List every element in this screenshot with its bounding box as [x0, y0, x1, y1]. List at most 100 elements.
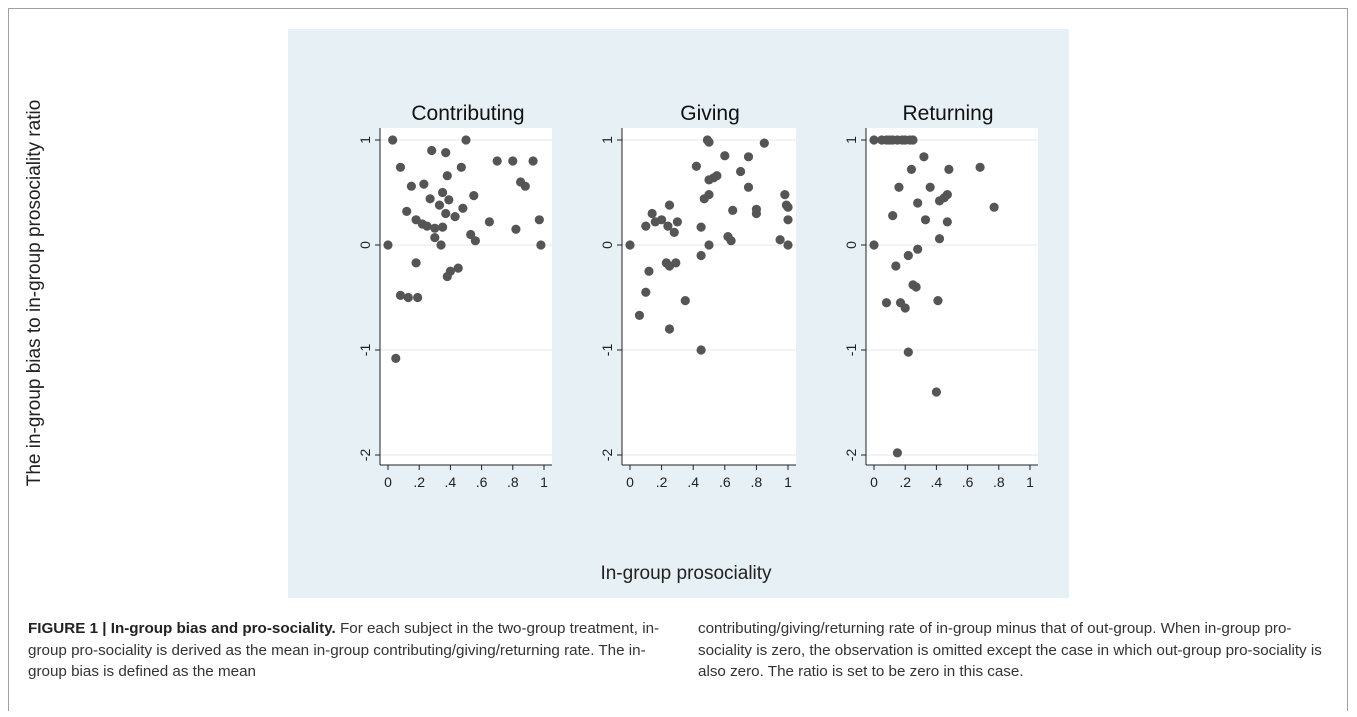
data-point [913, 244, 923, 254]
x-tick-label: 1 [784, 474, 792, 490]
data-point [743, 152, 754, 162]
y-tick-label: 0 [843, 241, 859, 249]
data-point [759, 138, 769, 148]
data-point [508, 156, 518, 166]
data-point [869, 240, 879, 250]
y-tick-label: -2 [599, 449, 615, 462]
data-point [419, 179, 429, 189]
data-point [919, 152, 929, 162]
data-point [441, 148, 451, 158]
data-point [444, 195, 454, 205]
x-tick-label: .4 [687, 474, 699, 490]
data-point [881, 298, 892, 308]
y-tick-label: -1 [357, 344, 373, 357]
data-point [944, 164, 954, 174]
data-point [903, 250, 913, 261]
data-point [470, 236, 480, 246]
data-point [869, 135, 879, 145]
data-point [641, 221, 651, 231]
data-point [975, 162, 985, 172]
data-point [663, 221, 673, 231]
data-point [402, 206, 412, 216]
x-tick-label: .2 [656, 474, 668, 490]
panel-returning: Returning -2 -1 0 1 0 .2 .4 .6 .8 1 [843, 102, 1038, 490]
data-point [511, 224, 521, 234]
data-point [450, 212, 460, 222]
data-point [934, 234, 945, 244]
plot-area-returning [866, 128, 1038, 465]
x-tick-label: .2 [899, 474, 911, 490]
data-point [726, 236, 736, 246]
data-point [469, 191, 479, 201]
data-point [441, 208, 451, 219]
data-point [422, 221, 432, 231]
y-axis-title: The in-group bias to in-group prosociali… [24, 100, 45, 487]
data-point [696, 250, 706, 261]
data-point [430, 223, 440, 233]
data-point [458, 203, 468, 213]
y-tick-label: -2 [843, 449, 859, 462]
data-point [691, 161, 701, 171]
data-point [931, 387, 942, 397]
data-point [466, 229, 476, 240]
data-point [406, 181, 416, 191]
caption-text-2: contributing/giving/returning rate of in… [698, 620, 1322, 680]
y-tick-label: 1 [843, 136, 859, 144]
data-point [647, 208, 657, 219]
data-point [456, 162, 466, 172]
x-tick-label: .6 [719, 474, 731, 490]
data-point [388, 135, 398, 145]
data-point [672, 217, 683, 227]
panel-contributing: Contributing -2 -1 0 1 0 .2 .4 .6 .8 1 [357, 102, 552, 490]
data-point [438, 222, 448, 232]
data-point [751, 208, 762, 219]
data-point [906, 164, 917, 174]
caption-right-column: contributing/giving/returning rate of in… [698, 618, 1338, 714]
x-tick-label: .4 [931, 474, 943, 490]
data-point [657, 215, 667, 225]
data-point [783, 202, 793, 212]
x-tick-label: .8 [993, 474, 1005, 490]
data-point [892, 448, 903, 458]
data-point [403, 292, 413, 303]
data-point [704, 190, 714, 200]
panel-giving: Giving -2 -1 0 1 0 .2 .4 .6 .8 1 [599, 102, 796, 490]
data-point [903, 347, 913, 357]
data-point [704, 137, 714, 147]
panel-title-returning: Returning [902, 102, 993, 125]
x-tick-label: .6 [962, 474, 974, 490]
data-point [641, 287, 651, 297]
data-point [644, 266, 654, 276]
data-point [712, 171, 722, 181]
data-point [942, 190, 952, 200]
data-point [634, 310, 645, 320]
figure-caption: FIGURE 1 | In-group bias and pro-sociali… [28, 618, 1338, 714]
data-point [775, 235, 785, 245]
x-tick-label: .8 [507, 474, 519, 490]
x-tick-label: 1 [540, 474, 548, 490]
x-tick-label: .8 [751, 474, 763, 490]
data-point [891, 261, 901, 271]
data-point [743, 182, 754, 192]
x-tick-label: 0 [870, 474, 878, 490]
data-point [395, 290, 406, 300]
data-point [933, 296, 943, 306]
caption-text-1: For each subject in the two-group treatm… [28, 620, 660, 680]
y-tick-label: 0 [357, 241, 373, 249]
data-point [436, 240, 446, 250]
caption-label: FIGURE 1 | In-group bias and pro-sociali… [28, 620, 336, 637]
data-point [704, 240, 714, 250]
data-point [925, 182, 935, 192]
data-point [942, 217, 952, 227]
data-point [894, 182, 904, 192]
x-tick-label: .6 [476, 474, 488, 490]
data-point [442, 171, 452, 181]
y-tick-label: -1 [599, 344, 615, 357]
data-point [395, 162, 406, 172]
data-point [461, 135, 471, 145]
x-tick-label: 1 [1026, 474, 1034, 490]
data-point [783, 215, 793, 225]
data-point [911, 282, 921, 292]
data-point [900, 303, 910, 313]
data-point [664, 324, 675, 334]
